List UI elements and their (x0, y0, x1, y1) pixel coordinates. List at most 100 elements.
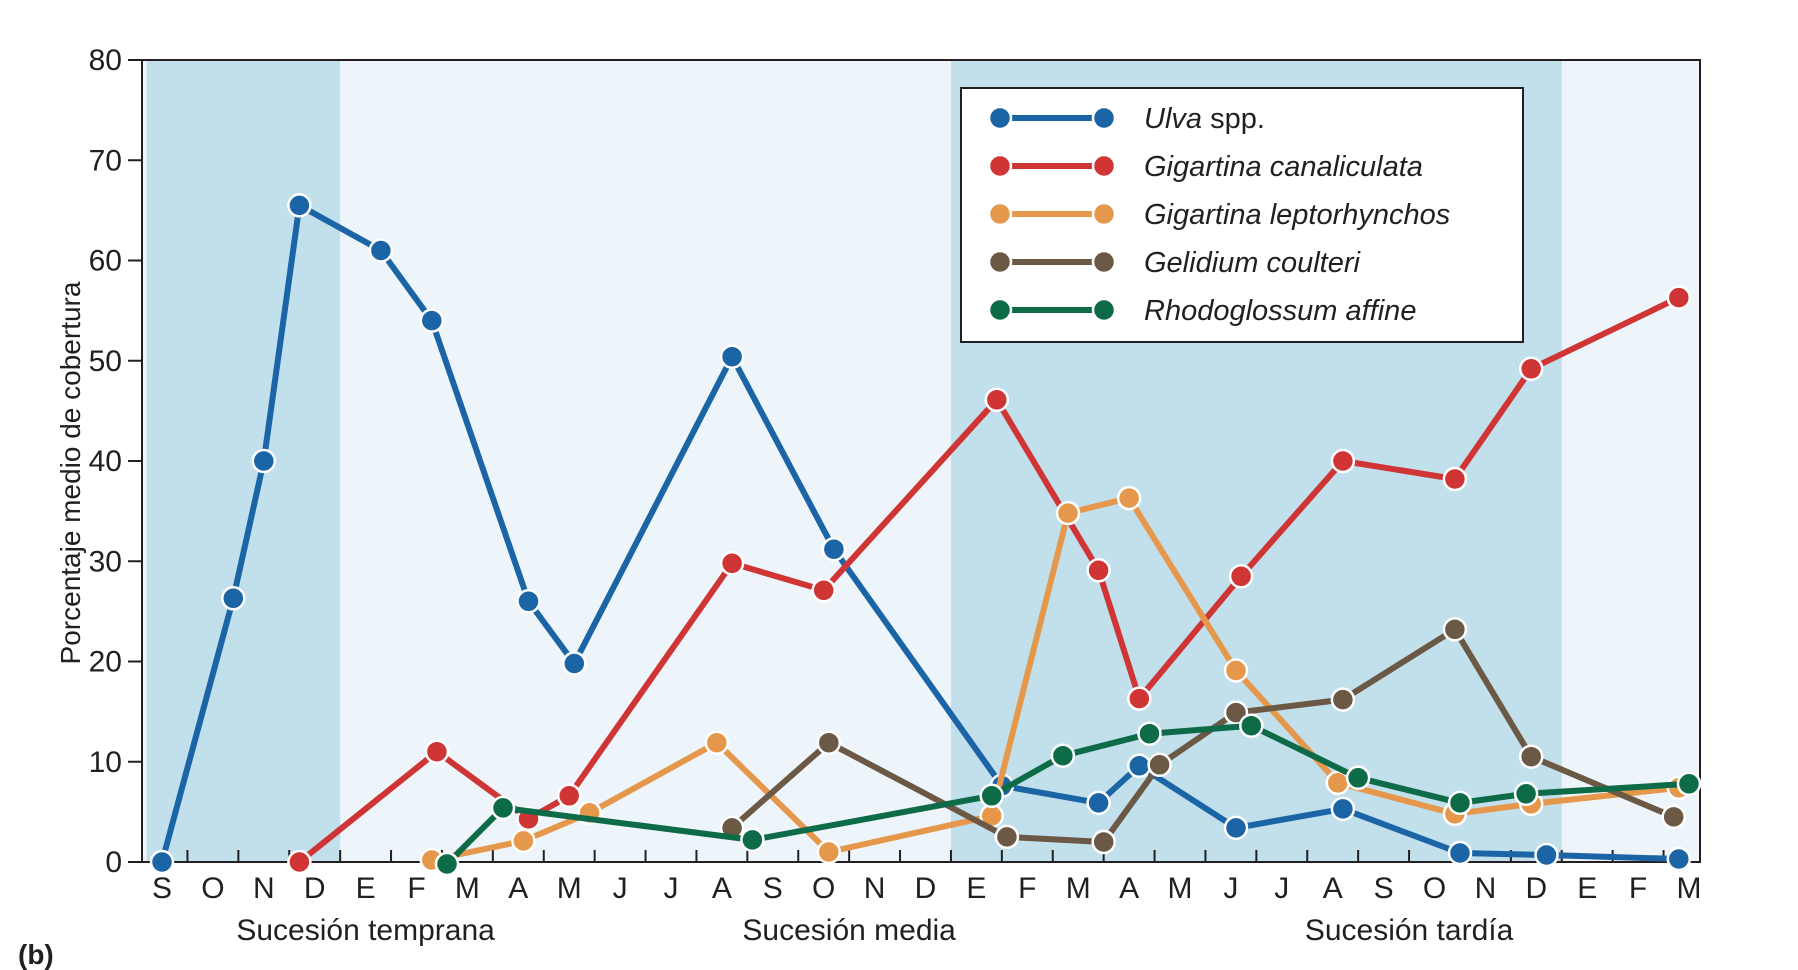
x-tick-label: D (915, 872, 937, 905)
data-point (368, 238, 394, 263)
legend-species-name: Gelidium coulteri (1144, 247, 1362, 279)
data-point (1330, 796, 1356, 822)
x-tick-label: S (152, 872, 172, 905)
legend-entry-1: Gigartina canaliculata (987, 151, 1423, 183)
data-point (1676, 771, 1702, 797)
legend-marker (1091, 153, 1117, 179)
data-point (1661, 804, 1686, 830)
data-point (1223, 815, 1249, 841)
data-point (424, 739, 450, 764)
series-line-3 (729, 626, 1677, 845)
data-point (1666, 285, 1692, 310)
data-point (1086, 790, 1111, 816)
legend: Ulva spp. Gigartina canaliculata Gigartina… (960, 87, 1524, 343)
x-tick-label: S (1374, 872, 1394, 905)
x-tick-label: E (966, 872, 986, 905)
data-point (1127, 753, 1152, 779)
y-tick-label-80: 80 (89, 44, 122, 77)
phase-label-1: Sucesión media (742, 914, 956, 947)
legend-marker (987, 249, 1013, 275)
y-tick-label-20: 20 (89, 646, 122, 679)
legend-label: Gigartina canaliculata (1144, 151, 1423, 183)
x-tick-label: M (557, 872, 582, 905)
data-point (287, 849, 312, 875)
legend-species-name: Gigartina canaliculata (1144, 151, 1423, 183)
x-tick-label: J (1274, 872, 1289, 905)
data-point (740, 827, 765, 853)
data-point (1345, 765, 1371, 791)
shaded-band-0 (146, 60, 341, 862)
data-point (434, 851, 460, 877)
x-tick-label: A (1323, 872, 1343, 905)
y-tick-label-50: 50 (89, 345, 122, 378)
y-axis-title: Porcentaje medio de cobertura (55, 281, 86, 664)
data-point (1091, 829, 1116, 855)
series-4 (434, 713, 1702, 877)
data-point (704, 730, 730, 755)
legend-entry-3: Gelidium coulteri (987, 247, 1362, 279)
data-point (1442, 466, 1468, 492)
x-tick-label: N (864, 872, 886, 905)
legend-label: Rhodoglossum affine (1144, 295, 1416, 327)
series-3 (719, 617, 1686, 855)
legend-label: Gelidium coulteri (1144, 247, 1362, 279)
data-point (1447, 790, 1473, 816)
series-line-0 (159, 202, 1682, 865)
data-point (1223, 700, 1249, 725)
x-tick-label: F (1018, 872, 1036, 905)
x-tick-label: O (201, 872, 224, 905)
y-tick-label-0: 0 (105, 846, 122, 879)
data-point (1137, 721, 1162, 746)
x-tick-label: E (1577, 872, 1597, 905)
data-point (1534, 842, 1559, 868)
x-tick-label: S (763, 872, 783, 905)
series-0 (149, 193, 1692, 875)
y-axis: 0 10 20 30 40 50 60 70 80 (89, 44, 142, 879)
y-tick-label-60: 60 (89, 245, 122, 278)
data-point (1223, 658, 1249, 683)
legend-entry-4: Rhodoglossum affine (987, 295, 1416, 327)
data-point (1330, 687, 1356, 712)
data-point (1666, 846, 1692, 872)
x-tick-label: J (613, 872, 628, 905)
y-tick-label-30: 30 (89, 545, 122, 578)
data-point (490, 795, 516, 821)
legend-label: Ulva spp. (1144, 103, 1265, 135)
x-tick-label: A (712, 872, 732, 905)
data-point (562, 651, 587, 676)
x-tick-label: J (664, 872, 679, 905)
x-tick-label: E (356, 872, 376, 905)
x-tick-label: O (812, 872, 835, 905)
data-point (516, 589, 541, 614)
data-point (1086, 558, 1111, 583)
x-tick-label: M (1066, 872, 1091, 905)
x-tick-label: D (1525, 872, 1547, 905)
data-point (149, 849, 175, 875)
x-tick-label: M (1677, 872, 1702, 905)
data-point (821, 536, 847, 562)
data-point (1325, 770, 1351, 796)
legend-marker (987, 105, 1013, 131)
data-point (984, 387, 1010, 413)
data-point (1116, 485, 1142, 511)
phase-label-2: Sucesión tardía (1305, 914, 1514, 947)
legend-marker (987, 153, 1013, 179)
series-group (149, 193, 1702, 877)
x-tick-label: D (304, 872, 326, 905)
x-tick-label: A (508, 872, 528, 905)
data-point (251, 448, 277, 474)
x-tick-label: M (1168, 872, 1193, 905)
legend-marker (987, 297, 1013, 323)
data-point (1447, 840, 1473, 866)
data-point (811, 578, 836, 603)
legend-marker (1091, 297, 1117, 323)
data-point (816, 839, 842, 865)
legend-marker (1091, 105, 1117, 131)
panel-label: (b) (18, 939, 54, 970)
data-point (1055, 500, 1081, 526)
x-tick-label: M (455, 872, 480, 905)
x-tick-label: A (1119, 872, 1139, 905)
data-point (1518, 744, 1544, 769)
